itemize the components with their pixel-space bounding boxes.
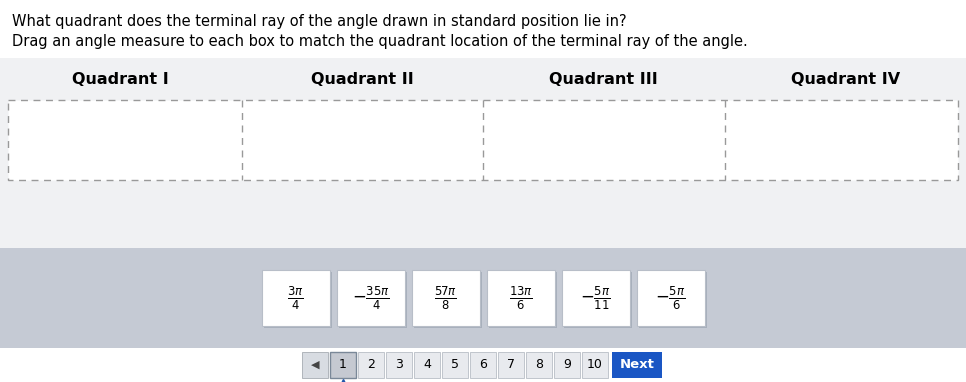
- Bar: [554, 352, 580, 378]
- Bar: [470, 352, 496, 378]
- Text: $-\frac{5\pi}{6}$: $-\frac{5\pi}{6}$: [655, 284, 686, 312]
- Bar: [386, 352, 412, 378]
- Text: Quadrant I: Quadrant I: [72, 72, 169, 87]
- Text: $\frac{57\pi}{8}$: $\frac{57\pi}{8}$: [434, 284, 457, 312]
- Text: Quadrant III: Quadrant III: [550, 72, 658, 87]
- Bar: [264, 272, 331, 328]
- Bar: [358, 352, 384, 378]
- Bar: [0, 348, 966, 382]
- Text: 6: 6: [479, 358, 487, 372]
- Bar: [338, 272, 407, 328]
- Bar: [487, 270, 554, 326]
- Bar: [0, 248, 966, 348]
- Bar: [412, 270, 479, 326]
- Text: $\frac{13\pi}{6}$: $\frac{13\pi}{6}$: [508, 284, 532, 312]
- Text: 5: 5: [451, 358, 459, 372]
- Text: 4: 4: [423, 358, 431, 372]
- Bar: [498, 352, 524, 378]
- Bar: [563, 272, 632, 328]
- Text: 9: 9: [563, 358, 571, 372]
- Text: Quadrant IV: Quadrant IV: [791, 72, 899, 87]
- Text: 3: 3: [395, 358, 403, 372]
- Bar: [330, 352, 356, 378]
- Text: 2: 2: [367, 358, 375, 372]
- Bar: [413, 272, 481, 328]
- Bar: [336, 270, 405, 326]
- Bar: [639, 272, 706, 328]
- Bar: [582, 352, 608, 378]
- Bar: [0, 58, 966, 248]
- Text: What quadrant does the terminal ray of the angle drawn in standard position lie : What quadrant does the terminal ray of t…: [12, 14, 627, 29]
- Bar: [302, 352, 328, 378]
- Text: ◀: ◀: [311, 360, 319, 370]
- Text: $\frac{3\pi}{4}$: $\frac{3\pi}{4}$: [287, 284, 303, 312]
- Text: 8: 8: [535, 358, 543, 372]
- Bar: [637, 270, 704, 326]
- Bar: [526, 352, 552, 378]
- Text: 10: 10: [587, 358, 603, 372]
- Text: 7: 7: [507, 358, 515, 372]
- Text: Next: Next: [619, 358, 654, 372]
- Text: $-\frac{35\pi}{4}$: $-\frac{35\pi}{4}$: [352, 284, 389, 312]
- Bar: [561, 270, 630, 326]
- Text: Quadrant II: Quadrant II: [311, 72, 413, 87]
- Text: Drag an angle measure to each box to match the quadrant location of the terminal: Drag an angle measure to each box to mat…: [12, 34, 748, 49]
- Text: 1: 1: [339, 358, 347, 372]
- Bar: [414, 352, 440, 378]
- Bar: [489, 272, 556, 328]
- Bar: [612, 352, 662, 378]
- Bar: [442, 352, 468, 378]
- Bar: [8, 100, 958, 180]
- Bar: [262, 270, 329, 326]
- Text: $-\frac{5\pi}{11}$: $-\frac{5\pi}{11}$: [581, 284, 611, 312]
